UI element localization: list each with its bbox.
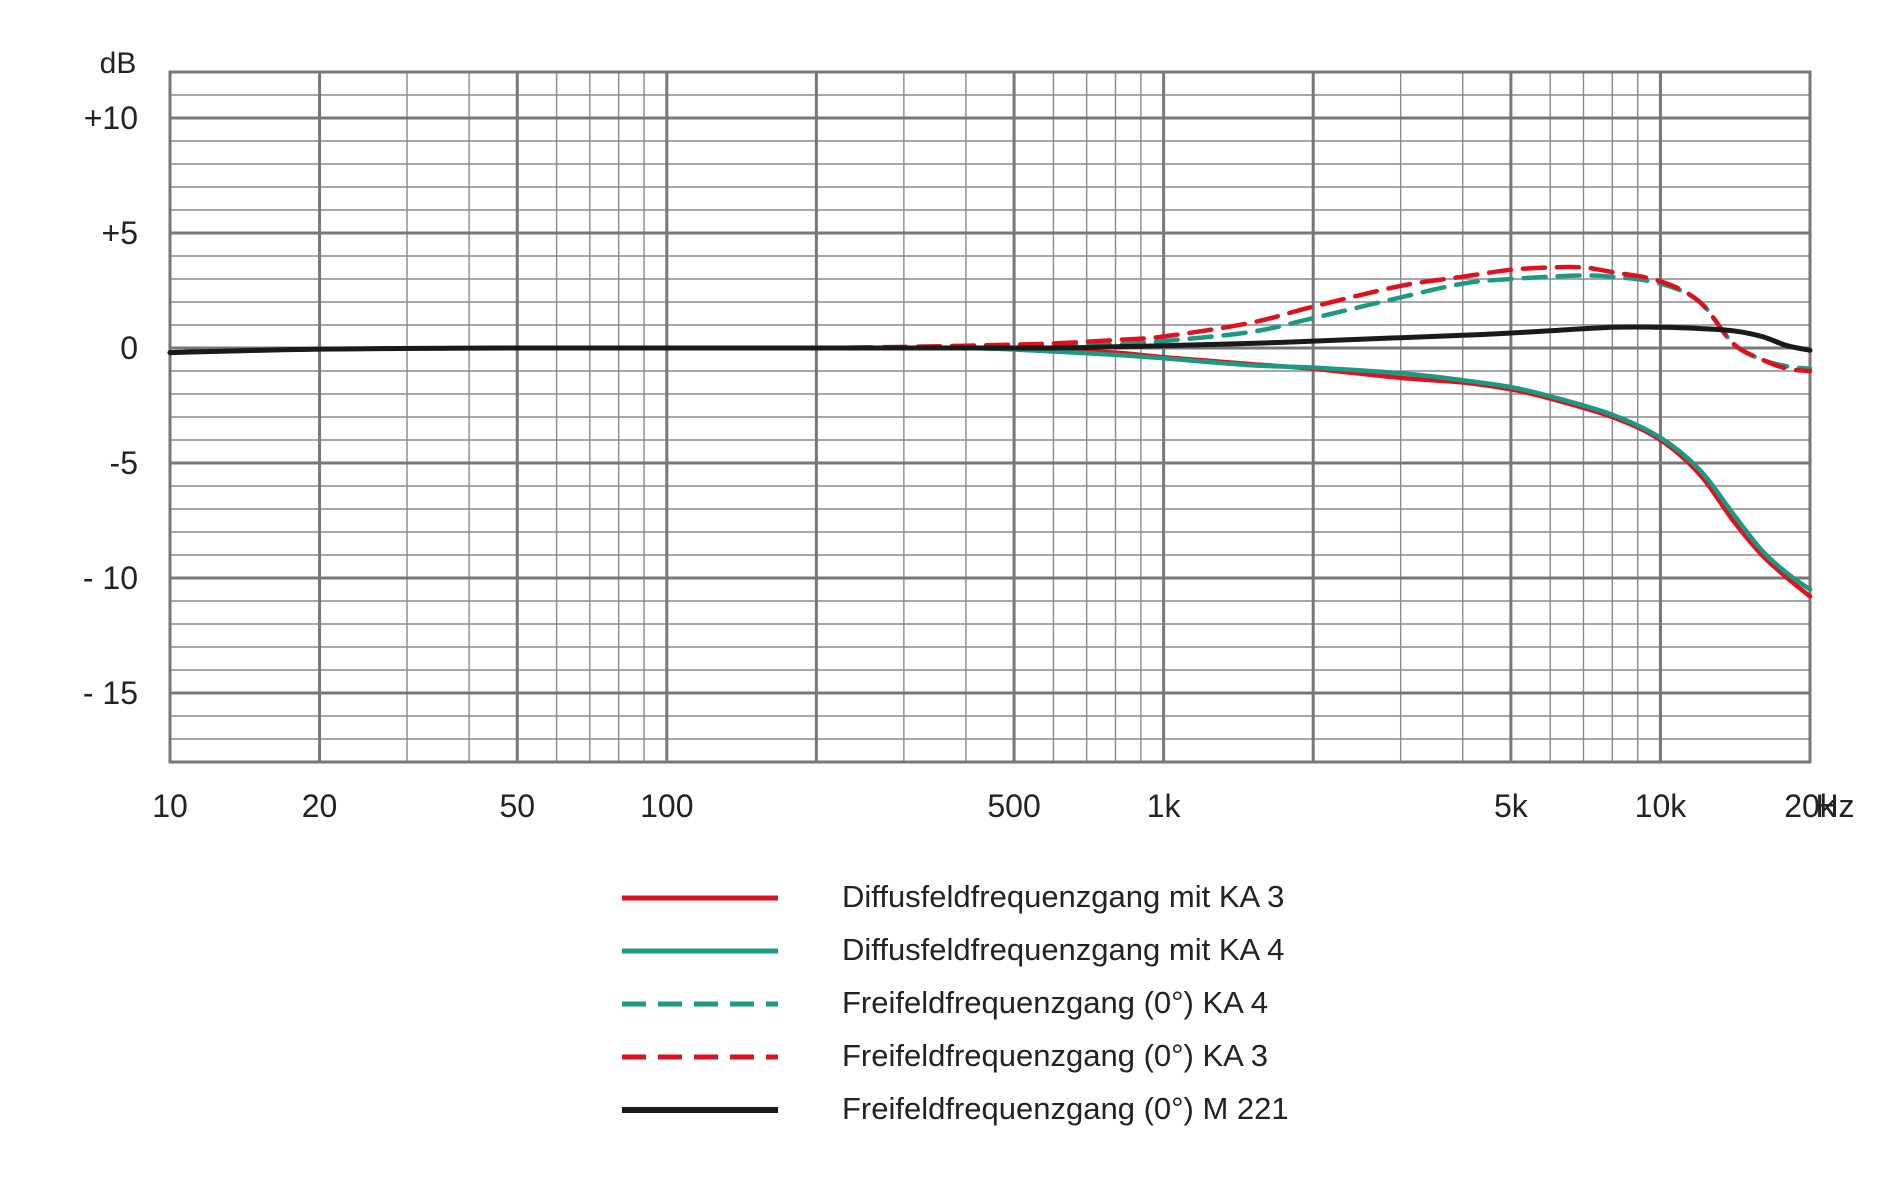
x-tick-label: 20 (302, 788, 338, 824)
x-tick-label: 100 (640, 788, 693, 824)
y-tick-label: -5 (110, 445, 138, 481)
y-tick-label: +10 (84, 100, 138, 136)
legend: Diffusfeldfrequenzgang mit KA 3 Diffusfel… (620, 870, 1289, 1135)
series-line-4 (167, 264, 1813, 374)
legend-item: Freifeldfrequenzgang (0°) KA 4 (620, 976, 1289, 1029)
x-tick-label: 10 (152, 788, 188, 824)
x-tick-label: 500 (987, 788, 1040, 824)
legend-swatch (622, 1001, 778, 1006)
legend-swatch (622, 948, 778, 953)
legend-label: Freifeldfrequenzgang (0°) KA 4 (842, 984, 1268, 1020)
legend-label: Freifeldfrequenzgang (0°) M 221 (842, 1090, 1289, 1126)
legend-swatch (622, 1054, 778, 1059)
y-tick-label: - 10 (83, 560, 138, 596)
series-line-5 (167, 324, 1813, 356)
x-tick-label: 10k (1635, 788, 1688, 824)
x-tick-label: 5k (1494, 788, 1529, 824)
series-layer (167, 264, 1813, 599)
legend-label: Freifeldfrequenzgang (0°) KA 3 (842, 1037, 1268, 1073)
legend-label: Diffusfeldfrequenzgang mit KA 4 (842, 931, 1285, 967)
series-line-1 (167, 345, 1813, 599)
series-line-3 (167, 273, 1813, 371)
x-axis-unit: Hz (1815, 788, 1854, 824)
x-tick-label: 50 (499, 788, 535, 824)
y-tick-label: - 15 (83, 675, 138, 711)
plot-frame (168, 70, 1812, 764)
legend-item: Diffusfeldfrequenzgang mit KA 3 (620, 870, 1289, 923)
legend-item: Diffusfeldfrequenzgang mit KA 4 (620, 923, 1289, 976)
legend-swatch (622, 895, 778, 900)
x-axis-tick-labels: 10 20 50 100 500 1k 5k 10k 20k (152, 788, 1837, 824)
y-tick-label: 0 (120, 330, 138, 366)
y-axis-unit: dB (100, 47, 137, 80)
series-line-2 (167, 345, 1813, 592)
y-tick-label: +5 (102, 215, 138, 251)
legend-swatch (622, 1106, 778, 1113)
legend-item: Freifeldfrequenzgang (0°) KA 3 (620, 1029, 1289, 1082)
grid-minor (170, 71, 1810, 763)
legend-label: Diffusfeldfrequenzgang mit KA 3 (842, 878, 1285, 914)
y-axis-tick-labels: +10 +5 0 -5 - 10 - 15 (83, 100, 138, 711)
frequency-response-chart: +10+50-5- 10- 15 10 20 50 100 500 1k 5k 10k 20k … (83, 47, 1855, 824)
x-tick-label: 1k (1147, 788, 1182, 824)
x-tick-label: 20k (1784, 788, 1837, 824)
legend-item: Freifeldfrequenzgang (0°) M 221 (620, 1082, 1289, 1135)
